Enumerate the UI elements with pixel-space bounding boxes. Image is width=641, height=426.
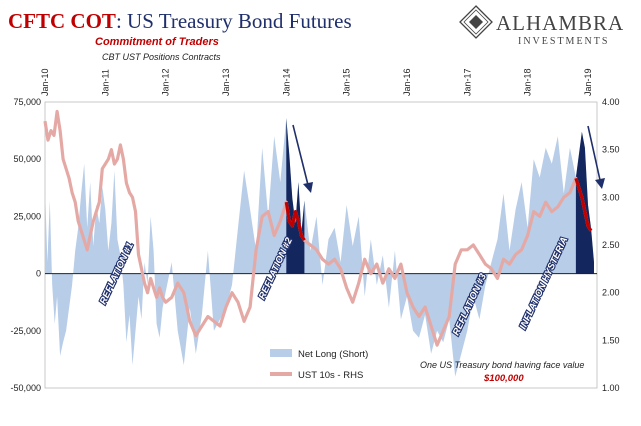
y-left-tick-label: 75,000 xyxy=(13,97,41,107)
x-tick-label: Jan-14 xyxy=(281,68,291,96)
face-value-amount: $100,000 xyxy=(483,373,524,384)
yield-line-highlight-2 xyxy=(574,177,593,232)
x-axis-ticks: Jan-10 Jan-11 Jan-12 Jan-13 Jan-14 Jan-15 Jan-… xyxy=(40,68,593,96)
y-right-tick-label: 1.50 xyxy=(602,335,620,345)
net-long-area xyxy=(45,118,594,377)
legend-swatch-net-long xyxy=(270,349,292,357)
brand-diamond-icon xyxy=(459,5,493,39)
legend: Net Long (Short) UST 10s - RHS xyxy=(270,349,368,381)
brand-logo: ALHAMBRA INVESTMENTS xyxy=(459,5,624,47)
y-axis-left-ticks: 75,000 50,000 25,000 0 -25,000 -50,000 xyxy=(10,97,41,393)
x-tick-label: Jan-11 xyxy=(100,69,110,96)
chart-subtitle: Commitment of Traders xyxy=(95,36,219,48)
yield-line xyxy=(43,109,593,347)
y-right-tick-label: 2.50 xyxy=(602,240,620,250)
title-part1: CFTC COT xyxy=(8,9,116,33)
chart-title: CFTC COT: US Treasury Bond Futures xyxy=(8,9,352,33)
brand-sub: INVESTMENTS xyxy=(518,36,609,47)
yield-line-highlight-1 xyxy=(284,201,306,242)
x-tick-label: Jan-19 xyxy=(583,68,593,96)
y-axis-right-ticks: 4.00 3.50 3.00 2.50 2.00 1.50 1.00 xyxy=(602,97,620,393)
y-left-tick-label: -25,000 xyxy=(10,326,41,336)
y-right-tick-label: 2.00 xyxy=(602,288,620,298)
net-long-highlight-2 xyxy=(575,131,594,274)
face-value-note: One US Treasury bond having face value xyxy=(420,360,584,370)
brand-name: ALHAMBRA xyxy=(496,11,624,35)
x-tick-label: Jan-12 xyxy=(161,68,171,96)
y-right-tick-label: 3.00 xyxy=(602,192,620,202)
yield-line-layer xyxy=(43,109,593,347)
x-tick-label: Jan-18 xyxy=(523,68,533,96)
x-tick-label: Jan-13 xyxy=(221,68,231,96)
y-left-tick-label: 25,000 xyxy=(13,211,41,221)
x-tick-label: Jan-16 xyxy=(402,68,412,96)
y-right-tick-label: 4.00 xyxy=(602,97,620,107)
y-right-tick-label: 3.50 xyxy=(602,145,620,155)
arrow-2019 xyxy=(587,125,605,189)
x-tick-label: Jan-15 xyxy=(342,68,352,96)
y-left-tick-label: 50,000 xyxy=(13,154,41,164)
chart-subtitle2: CBT UST Positions Contracts xyxy=(102,52,221,62)
y-left-tick-label: 0 xyxy=(36,269,41,279)
legend-label-net-long: Net Long (Short) xyxy=(298,349,368,360)
title-part2: : US Treasury Bond Futures xyxy=(116,9,352,33)
arrow-2014 xyxy=(292,124,313,193)
x-tick-label: Jan-10 xyxy=(40,68,50,96)
net-long-area-layer xyxy=(45,118,594,377)
y-left-tick-label: -50,000 xyxy=(10,383,41,393)
x-tick-label: Jan-17 xyxy=(462,68,472,96)
y-right-tick-label: 1.00 xyxy=(602,383,620,393)
legend-label-yield: UST 10s - RHS xyxy=(298,370,363,381)
